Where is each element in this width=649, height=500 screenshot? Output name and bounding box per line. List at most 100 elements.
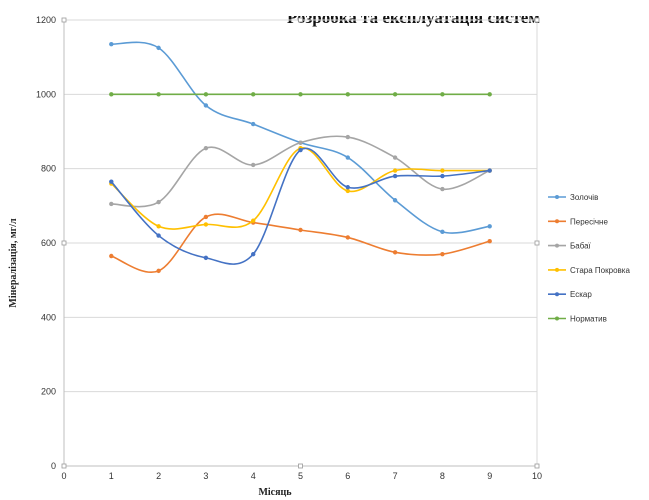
y-tick-label: 1200 bbox=[36, 15, 56, 25]
data-point bbox=[203, 103, 209, 108]
legend-item: Золочів bbox=[548, 193, 598, 202]
x-tick-label: 3 bbox=[203, 471, 208, 481]
legend-label: Бабаї bbox=[570, 242, 592, 251]
y-tick-label: 400 bbox=[41, 312, 56, 322]
legend-marker bbox=[555, 316, 559, 321]
data-point bbox=[156, 45, 161, 51]
series-lines bbox=[109, 41, 492, 274]
y-tick-label: 600 bbox=[41, 238, 56, 248]
x-tick-label: 6 bbox=[345, 471, 350, 481]
data-point bbox=[345, 134, 350, 140]
data-point bbox=[487, 168, 492, 173]
data-point bbox=[109, 92, 114, 97]
legend-label: Норматив bbox=[570, 315, 607, 324]
data-point bbox=[392, 173, 398, 179]
data-point bbox=[487, 238, 492, 244]
x-tick-labels: 0 1 2 3 4 5 6 7 8 9 10 bbox=[61, 471, 542, 481]
data-point bbox=[156, 199, 161, 205]
frame-handle[interactable] bbox=[298, 17, 303, 23]
data-point bbox=[251, 251, 256, 257]
data-point bbox=[251, 218, 256, 223]
data-point bbox=[487, 92, 492, 97]
y-tick-labels: 0 200 400 600 800 1000 1200 bbox=[36, 15, 56, 471]
data-point bbox=[109, 41, 114, 47]
data-point bbox=[392, 92, 398, 97]
axes bbox=[61, 17, 540, 469]
series-3 bbox=[109, 134, 492, 208]
data-point bbox=[109, 253, 114, 259]
legend-marker bbox=[555, 219, 559, 224]
frame-handle[interactable] bbox=[61, 463, 67, 469]
data-point bbox=[298, 147, 303, 153]
x-tick-label: 0 bbox=[61, 471, 66, 481]
data-point bbox=[345, 188, 350, 194]
legend-label: Ескар bbox=[570, 290, 592, 299]
data-point bbox=[156, 233, 161, 238]
data-point bbox=[487, 224, 492, 229]
data-point bbox=[203, 222, 209, 227]
legend-item: Бабаї bbox=[548, 242, 592, 251]
data-point bbox=[440, 168, 445, 173]
data-point bbox=[109, 179, 114, 184]
y-tick-label: 1000 bbox=[36, 89, 56, 99]
x-tick-label: 8 bbox=[440, 471, 445, 481]
legend-item: Пересічне bbox=[548, 217, 608, 226]
data-point bbox=[203, 214, 209, 220]
data-point bbox=[298, 92, 303, 97]
x-tick-label: 1 bbox=[109, 471, 114, 481]
series-line bbox=[111, 41, 490, 234]
series-2 bbox=[109, 213, 492, 274]
data-point bbox=[156, 92, 161, 97]
data-point bbox=[251, 162, 256, 168]
data-point bbox=[156, 268, 161, 274]
series-line bbox=[110, 147, 490, 265]
x-tick-label: 9 bbox=[487, 471, 492, 481]
data-point bbox=[392, 168, 398, 173]
legend-marker bbox=[555, 292, 559, 297]
legend-label: Пересічне bbox=[570, 217, 608, 226]
legend-item: Норматив bbox=[548, 315, 607, 324]
legend-label: Золочів bbox=[570, 193, 598, 202]
data-point bbox=[440, 92, 445, 97]
data-point bbox=[298, 227, 303, 233]
frame-handle[interactable] bbox=[298, 463, 303, 469]
data-point bbox=[345, 235, 350, 240]
data-point bbox=[251, 92, 256, 97]
data-point bbox=[392, 250, 398, 255]
legend-item: Стара Покровка bbox=[548, 266, 630, 275]
data-point bbox=[203, 92, 209, 97]
data-point bbox=[440, 251, 445, 257]
series-5 bbox=[109, 147, 492, 265]
data-point bbox=[392, 198, 398, 203]
grid-lines bbox=[64, 19, 537, 467]
series-4 bbox=[109, 146, 492, 230]
series-line bbox=[110, 147, 490, 230]
frame-handle[interactable] bbox=[61, 17, 67, 23]
data-point bbox=[298, 140, 303, 145]
x-tick-label: 4 bbox=[251, 471, 256, 481]
x-tick-label: 7 bbox=[393, 471, 398, 481]
legend-marker bbox=[555, 267, 559, 272]
y-axis-title: Мінералізація, мг/л bbox=[8, 218, 19, 308]
series-6 bbox=[109, 92, 492, 97]
y-tick-label: 800 bbox=[41, 164, 56, 174]
y-tick-label: 200 bbox=[41, 387, 56, 397]
frame-handle[interactable] bbox=[534, 240, 540, 246]
data-point bbox=[392, 155, 398, 160]
data-point bbox=[203, 255, 209, 261]
data-point bbox=[156, 224, 161, 229]
frame-handle[interactable] bbox=[61, 240, 67, 246]
x-tick-label: 5 bbox=[298, 471, 303, 481]
data-point bbox=[345, 155, 350, 160]
frame-handle[interactable] bbox=[534, 463, 540, 469]
legend-marker bbox=[555, 243, 559, 248]
y-tick-label: 0 bbox=[51, 461, 56, 471]
legend-item: Ескар bbox=[548, 290, 592, 299]
series-1 bbox=[109, 41, 492, 235]
legend-marker bbox=[555, 195, 559, 199]
page-title: Розробка та експлуатація систем bbox=[287, 8, 540, 27]
legend: Золочів Пересічне Бабаї Стара Покровка Ескар… bbox=[548, 193, 630, 324]
frame-handle[interactable] bbox=[534, 17, 540, 23]
x-axis-title: Місяць bbox=[258, 487, 292, 498]
